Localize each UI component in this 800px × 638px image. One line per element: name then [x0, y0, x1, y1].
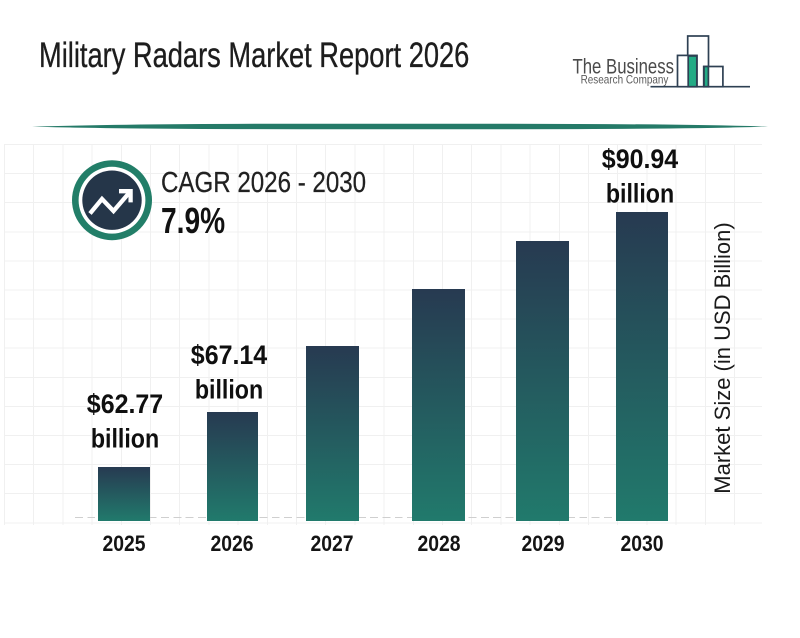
svg-text:The Business: The Business: [573, 56, 675, 79]
svg-text:Research Company: Research Company: [581, 73, 669, 87]
